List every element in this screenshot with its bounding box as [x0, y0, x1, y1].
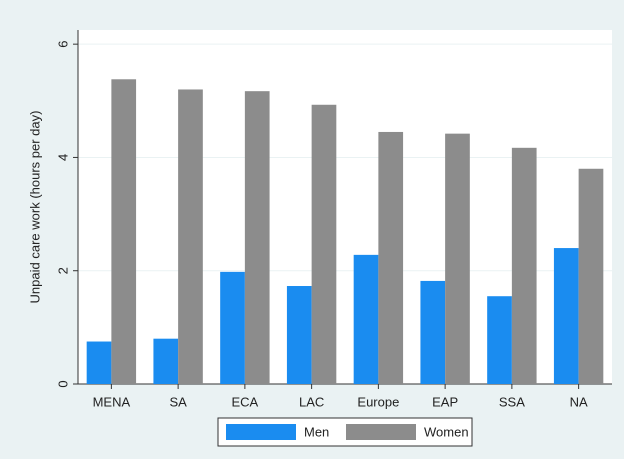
y-tick-label: 2	[55, 267, 70, 274]
bar	[86, 341, 112, 384]
y-axis-label: Unpaid care work (hours per day)	[27, 111, 42, 304]
legend-swatch	[346, 424, 416, 440]
bar	[178, 89, 203, 385]
bar	[378, 131, 404, 384]
x-tick-label: SA	[169, 394, 187, 409]
bar	[244, 91, 270, 384]
y-tick-label: 4	[55, 154, 70, 161]
bar	[311, 104, 337, 384]
x-tick-label: EAP	[432, 394, 458, 409]
bar	[487, 296, 512, 384]
legend-label: Women	[424, 424, 469, 439]
x-tick-label: ECA	[232, 394, 259, 409]
legend-label: Men	[304, 424, 329, 439]
bar	[153, 338, 179, 384]
legend-swatch	[226, 424, 296, 440]
bar	[111, 79, 137, 385]
x-tick-label: Europe	[357, 394, 399, 409]
bar	[420, 280, 446, 384]
x-tick-label: MENA	[93, 394, 131, 409]
y-tick-label: 0	[55, 380, 70, 387]
bar	[553, 248, 579, 384]
bar	[578, 168, 604, 384]
bar	[220, 271, 245, 384]
bar	[286, 286, 312, 384]
y-tick-label: 6	[55, 41, 70, 48]
bar	[353, 254, 379, 384]
x-tick-label: LAC	[299, 394, 324, 409]
bar	[511, 147, 537, 384]
x-tick-label: SSA	[499, 394, 525, 409]
bar	[445, 133, 470, 384]
x-tick-label: NA	[570, 394, 588, 409]
